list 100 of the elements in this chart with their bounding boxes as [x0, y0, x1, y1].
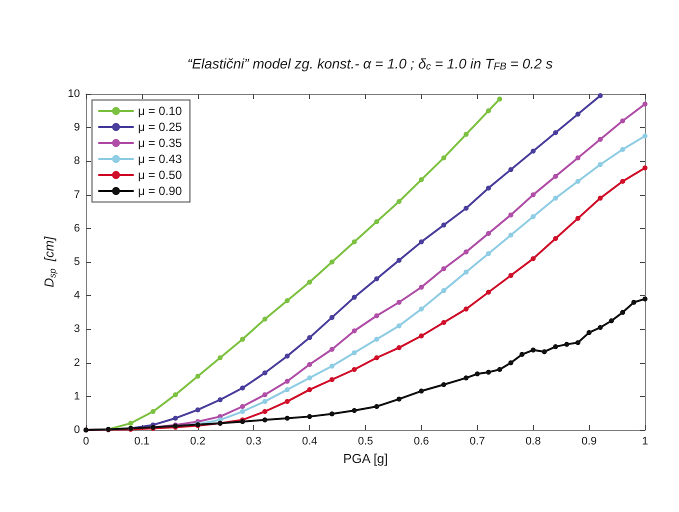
point [497, 96, 502, 102]
point [262, 370, 268, 376]
point [508, 360, 514, 366]
point [418, 306, 424, 312]
point [307, 335, 312, 340]
point [262, 417, 268, 422]
point [128, 420, 134, 426]
point [464, 132, 469, 137]
y-tick-label: 1 [74, 390, 80, 402]
x-tick-label: 0 [82, 436, 90, 448]
point [352, 350, 357, 356]
point [396, 258, 402, 263]
point [598, 196, 603, 201]
point [508, 212, 514, 218]
point [620, 146, 626, 152]
point [262, 392, 268, 398]
point [497, 367, 502, 372]
point [620, 118, 626, 124]
point [218, 397, 223, 402]
point [262, 316, 268, 322]
point [172, 392, 178, 398]
point [329, 411, 334, 416]
point [530, 148, 536, 154]
point [307, 375, 312, 380]
point [284, 378, 290, 384]
point [631, 300, 636, 305]
x-tick-label: 1 [642, 436, 648, 448]
point [352, 239, 357, 244]
point [352, 328, 357, 334]
point [486, 108, 491, 114]
point [352, 367, 357, 372]
point [486, 186, 491, 191]
point [598, 136, 603, 142]
point [352, 294, 357, 300]
point [396, 345, 402, 350]
point [374, 404, 380, 409]
point [553, 344, 558, 350]
x-tick-label: 0.7 [470, 436, 485, 448]
point [598, 325, 603, 330]
point [575, 216, 580, 221]
x-tick-label: 0.1 [134, 436, 150, 448]
y-tick-label: 4 [74, 290, 80, 302]
point [240, 404, 246, 409]
point [240, 409, 246, 414]
point [307, 280, 312, 285]
point [530, 214, 536, 220]
point [329, 377, 334, 382]
point [284, 387, 290, 392]
point [642, 165, 648, 170]
legend-label: μ = 0.50 [138, 168, 182, 182]
point [642, 296, 648, 302]
y-axis-title: Dsp [cm] [42, 236, 58, 288]
point [374, 355, 380, 360]
y-tick-label: 3 [74, 323, 80, 336]
point [218, 355, 223, 360]
point [418, 239, 424, 244]
x-tick-label: 0.8 [526, 436, 541, 448]
point [284, 298, 290, 304]
point [620, 310, 626, 315]
point [172, 416, 178, 421]
y-tick-label: 5 [74, 256, 80, 268]
x-tick-label: 0.2 [190, 436, 206, 448]
x-tick-label: 0.4 [302, 436, 318, 448]
legend-label: μ = 0.90 [138, 184, 182, 198]
point [418, 177, 424, 182]
point [262, 398, 268, 404]
point [474, 371, 480, 376]
point [486, 370, 491, 375]
x-axis-title: PGA [g] [343, 451, 388, 466]
x-tick-label: 0.6 [414, 436, 430, 448]
x-tick-label: 0.3 [246, 436, 262, 448]
point [195, 407, 200, 412]
point [620, 178, 626, 184]
point [608, 318, 614, 324]
point [508, 232, 514, 238]
point [374, 313, 380, 318]
point [542, 349, 547, 354]
point [418, 333, 424, 338]
point [396, 300, 402, 305]
point [486, 251, 491, 256]
point [642, 102, 648, 107]
point [441, 266, 446, 272]
point [575, 178, 580, 184]
point [329, 364, 334, 369]
point [486, 230, 491, 236]
point [464, 206, 469, 211]
point [564, 342, 570, 347]
legend-label: μ = 0.25 [138, 120, 182, 134]
point [150, 409, 156, 414]
point [464, 306, 469, 312]
y-tick-label: 6 [74, 222, 80, 234]
point [262, 409, 268, 414]
point [486, 290, 491, 295]
point [284, 398, 290, 404]
point [418, 284, 424, 290]
y-tick-label: 8 [74, 155, 80, 168]
point [575, 112, 580, 117]
point [553, 174, 558, 179]
point [441, 382, 446, 388]
point [530, 192, 536, 198]
